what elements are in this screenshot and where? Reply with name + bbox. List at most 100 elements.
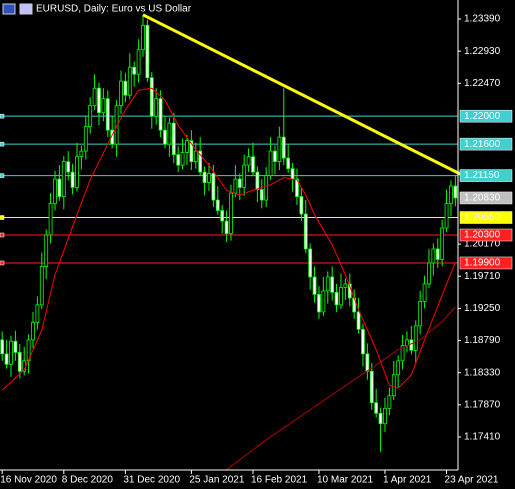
candle-body [215,199,220,211]
candle-body [233,178,238,194]
candle-body [409,339,414,351]
candle-body [365,353,370,372]
plot-area [0,14,458,470]
candle-body [211,173,216,201]
candle-body [237,178,242,188]
candle-body [97,87,101,114]
candle-body [61,161,66,197]
candle-body [356,311,361,330]
candle-body [13,340,18,353]
level-anchor [0,173,5,178]
candle-body [444,203,449,229]
candle-body [202,171,207,183]
candle-body [325,276,330,292]
candle-body [251,156,255,173]
y-tick-label: 1.23390 [464,14,501,25]
candle-body [391,374,396,397]
level-price-box [459,109,513,123]
candle-body [290,168,295,180]
candle-body [92,87,97,107]
candle-body [405,339,409,346]
candle-body [361,328,365,355]
candle-body [413,325,418,351]
candle-body [105,98,110,131]
candle-body [229,192,233,235]
level-price: 1.20550 [459,211,513,224]
candle-body [400,345,405,362]
candle-body [88,105,93,128]
candle-body [453,185,458,199]
y-tick-label: 1.19250 [464,303,501,314]
y-tick-label: 1.19710 [464,271,501,282]
candle-body [369,370,374,404]
candle-body [378,412,383,425]
candle-body [53,178,57,204]
candle-body [9,340,13,365]
candle-body [141,24,145,51]
level-price-label: 1.20300 [464,230,501,241]
candle-body [132,66,137,75]
candle-body [35,304,40,323]
candle-body [75,156,79,188]
candle-body [198,150,203,173]
candle-body [44,234,49,267]
level-price-label: 1.19900 [464,258,501,269]
candle-body [171,122,176,156]
level-price-box [459,169,513,182]
candle-body [70,171,75,188]
level-price-label: 1.20550 [464,212,501,223]
x-tick-label: 16 Feb 2021 [251,475,308,486]
candle-body [440,227,445,260]
level-price-label: 1.22000 [464,111,501,122]
moving-average [1,87,456,391]
level-price-label: 1.21600 [464,139,501,150]
candle-body [136,49,141,75]
candle-body [435,248,440,260]
candle-body [220,210,225,222]
level-price-label: 1.21150 [464,170,500,181]
candle-body [66,161,71,173]
candle-body [207,173,211,183]
candle-body [321,290,326,313]
candle-body [308,248,313,278]
candle-body [176,154,181,166]
x-tick-label: 10 Mar 2021 [317,475,374,486]
y-tick-label: 1.18790 [464,335,501,346]
candle-body [158,98,163,131]
candle-body [383,407,387,425]
x-tick-label: 8 Dec 2020 [62,475,114,486]
x-tick-label: 23 Apr 2021 [445,475,499,486]
chart-title: EURUSD, Daily: Euro vs US Dollar [36,4,192,15]
current-price-label: 1.20830 [464,193,501,204]
candle-body [255,171,260,190]
candle-body [79,150,84,158]
candle-body [127,66,132,96]
candle-body [0,339,5,355]
candle-body [119,80,123,107]
candle-body [268,150,273,176]
level-price-box [459,137,513,151]
candle-body [246,156,251,166]
candle-body [114,105,119,145]
level-anchor [0,113,5,119]
level-price: 1.19900 [459,256,513,270]
candle-body [185,140,189,153]
y-tick-label: 1.22930 [464,46,501,57]
candle-body [273,150,277,163]
y-tick-label: 1.18330 [464,367,501,378]
level-price: 1.20300 [459,228,513,242]
candle-body [431,248,436,264]
x-tick-label: 31 Dec 2020 [123,475,180,486]
candle-body [312,276,317,295]
y-tick-label: 1.17870 [464,399,501,410]
y-tick-label: 1.20170 [464,239,501,250]
candle-body [449,185,453,204]
level-price: 1.21150 [459,169,513,182]
candle-body [57,178,62,197]
x-tick-label: 1 Apr 2021 [383,475,432,486]
candle-body [101,98,106,114]
y-tick-label: 1.17410 [464,432,501,443]
